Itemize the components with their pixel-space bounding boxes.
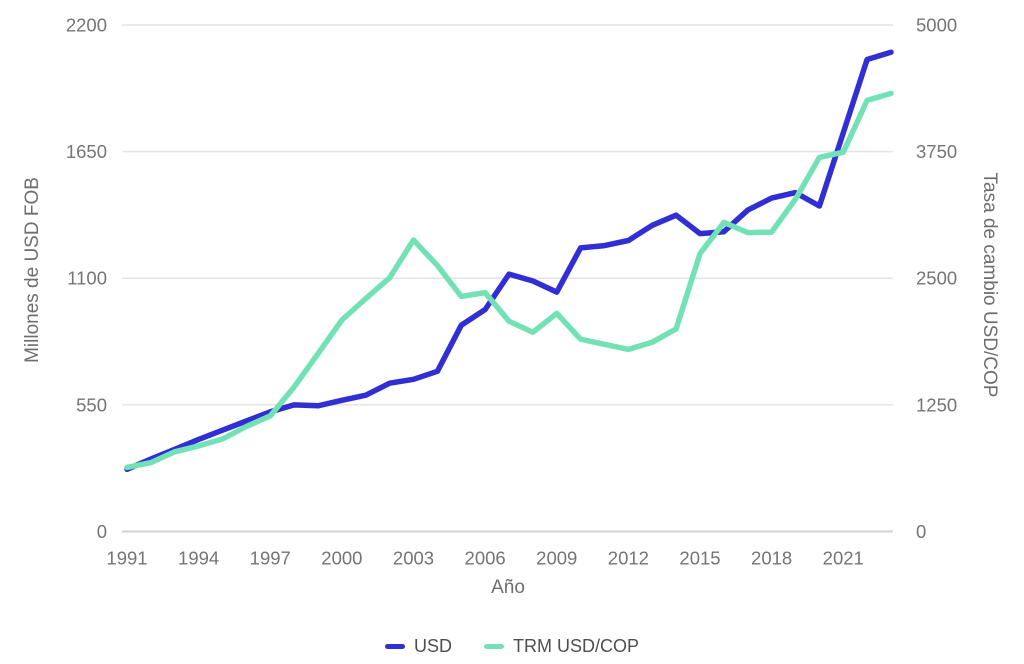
x-axis-tick-label: 2003 — [393, 547, 434, 568]
x-axis-tick-label: 2015 — [679, 547, 720, 568]
x-axis-tick-label: 2012 — [608, 547, 649, 568]
left-axis-title: Millones de USD FOB — [22, 177, 43, 363]
y-axis-tick-label-left: 550 — [76, 394, 107, 415]
y-axis-tick-label-right: 1250 — [916, 394, 957, 415]
x-axis-tick-label: 1991 — [106, 547, 147, 568]
legend-item-trm[interactable]: TRM USD/COP — [484, 636, 639, 657]
trm-legend-swatch — [484, 643, 504, 649]
y-axis-tick-label-left: 1100 — [67, 268, 107, 289]
y-axis-tick-label-left: 2200 — [66, 14, 107, 35]
x-axis-tick-label: 2006 — [465, 547, 506, 568]
y-axis-tick-label-right: 3750 — [916, 141, 957, 162]
y-axis-tick-label-right: 0 — [916, 521, 926, 542]
y-axis-tick-label-right: 2500 — [916, 268, 957, 289]
legend-item-usd[interactable]: USD — [384, 635, 452, 657]
x-axis-tick-label: 1997 — [250, 547, 291, 568]
legend: USD TRM USD/COP — [0, 633, 1024, 659]
y-axis-tick-label-right: 5000 — [916, 14, 957, 35]
usd-legend-swatch — [384, 643, 405, 649]
trm-legend-label: TRM USD/COP — [513, 635, 639, 656]
usd-line-series — [124, 49, 894, 473]
x-axis-tick-label: 2000 — [321, 547, 362, 568]
x-axis-tick-label: 2021 — [823, 547, 864, 568]
y-axis-tick-label-left: 1650 — [66, 141, 107, 162]
x-axis-tick-label: 2009 — [536, 547, 577, 568]
usd-legend-label: USD — [413, 635, 452, 656]
y-axis-tick-label-left: 0 — [97, 521, 107, 542]
right-axis-title: Tasa de cambio USD/COP — [979, 172, 1000, 398]
x-axis-title: Año — [491, 577, 525, 598]
trm-line-series — [124, 90, 894, 471]
x-axis-tick-label: 2018 — [751, 547, 792, 568]
x-axis-tick-label: 1994 — [178, 547, 219, 568]
